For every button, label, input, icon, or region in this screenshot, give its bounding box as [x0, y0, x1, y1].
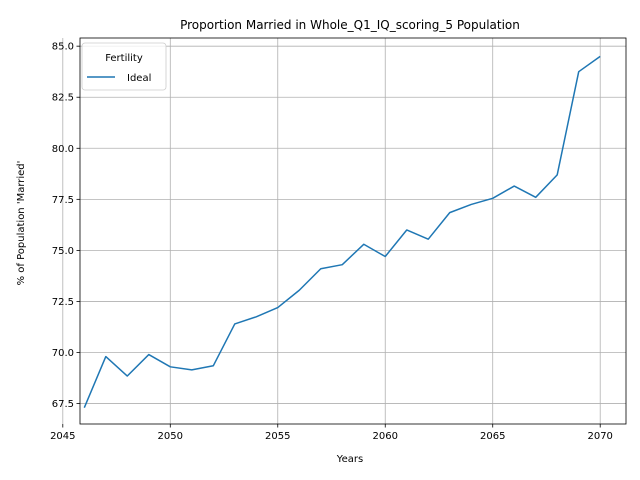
y-axis-label: % of Population 'Married' — [16, 161, 27, 286]
x-tick-label-2: 2055 — [265, 431, 290, 442]
legend-box — [81, 42, 167, 91]
y-axis-ticks: 67.5 70.0 72.5 75.0 77.5 80.0 82.5 85.0 — [52, 42, 80, 410]
y-tick-label-6: 82.5 — [52, 93, 74, 104]
gridlines — [62, 38, 626, 424]
y-tick-label-1: 70.0 — [52, 348, 74, 359]
legend-label-ideal: Ideal — [127, 73, 151, 84]
x-axis-ticks: 2045 2050 2055 2060 2065 2070 — [50, 424, 613, 442]
x-tick-label-5: 2070 — [587, 431, 612, 442]
series-layer — [83, 55, 601, 408]
y-tick-label-2: 72.5 — [52, 297, 74, 308]
x-tick-label-4: 2065 — [480, 431, 505, 442]
plot-area-frame — [79, 37, 627, 425]
y-tick-label-4: 77.5 — [52, 195, 74, 206]
legend: Fertility Ideal — [81, 42, 167, 91]
x-tick-label-1: 2050 — [158, 431, 183, 442]
y-tick-label-3: 75.0 — [52, 246, 74, 257]
y-tick-label-7: 85.0 — [52, 42, 74, 53]
x-axis-label: Years — [336, 454, 363, 465]
chart-title: Proportion Married in Whole_Q1_IQ_scorin… — [180, 18, 520, 32]
legend-title: Fertility — [105, 53, 143, 64]
x-tick-label-3: 2060 — [373, 431, 398, 442]
y-tick-label-0: 67.5 — [52, 399, 74, 410]
x-tick-label-0: 2045 — [50, 431, 75, 442]
y-tick-label-5: 80.0 — [52, 144, 74, 155]
